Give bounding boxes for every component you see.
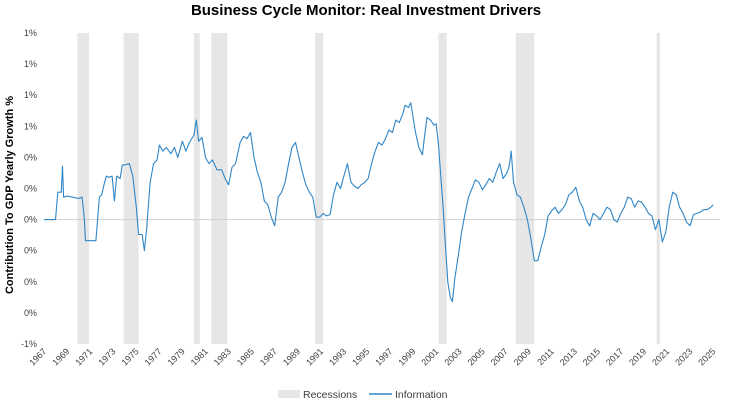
- x-tick-label-1999: 1999: [396, 346, 417, 367]
- x-tick-label-2005: 2005: [466, 346, 487, 367]
- y-tick-label-0: -1%: [21, 339, 37, 349]
- chart-title: Business Cycle Monitor: Real Investment …: [191, 2, 541, 19]
- recession-band-5: [438, 33, 447, 344]
- x-tick-label-1985: 1985: [235, 346, 256, 367]
- x-tick-label-1987: 1987: [258, 346, 279, 367]
- x-tick-label-1967: 1967: [27, 346, 48, 367]
- x-tick-label-1977: 1977: [143, 346, 164, 367]
- x-tick-label-1991: 1991: [304, 346, 325, 367]
- x-tick-label-2017: 2017: [604, 346, 625, 367]
- recession-band-3: [211, 33, 228, 344]
- legend: Recessions Information: [278, 389, 448, 401]
- y-tick-label-1: 0%: [24, 308, 37, 318]
- legend-label-information: Information: [395, 389, 448, 401]
- y-tick-label-7: 1%: [24, 121, 37, 131]
- legend-swatch-recessions: [278, 390, 300, 398]
- x-axis-ticks: 1967 1969 1971 1973 1975 1977 1979 1981 1983 1985…: [27, 346, 717, 367]
- x-tick-label-1969: 1969: [50, 346, 71, 367]
- x-tick-label-1981: 1981: [189, 346, 210, 367]
- recession-bands: [77, 33, 661, 344]
- y-tick-label-2: 0%: [24, 277, 37, 287]
- recession-band-6: [515, 33, 535, 344]
- y-tick-label-6: 0%: [24, 152, 37, 162]
- x-tick-label-1983: 1983: [212, 346, 233, 367]
- y-tick-label-10: 1%: [24, 28, 37, 38]
- y-axis-label: Contribution To GDP Yearly Growth %: [4, 96, 16, 294]
- y-tick-label-4: 0%: [24, 215, 37, 225]
- recession-band-7: [656, 33, 661, 344]
- x-tick-label-1997: 1997: [373, 346, 394, 367]
- y-tick-label-5: 0%: [24, 184, 37, 194]
- x-tick-label-1989: 1989: [281, 346, 302, 367]
- x-tick-label-1995: 1995: [350, 346, 371, 367]
- x-tick-label-1971: 1971: [73, 346, 94, 367]
- x-tick-label-2003: 2003: [442, 346, 463, 367]
- x-tick-label-2023: 2023: [673, 346, 694, 367]
- x-tick-label-2019: 2019: [627, 346, 648, 367]
- x-tick-label-1973: 1973: [96, 346, 117, 367]
- x-tick-label-2015: 2015: [581, 346, 602, 367]
- x-tick-label-1993: 1993: [327, 346, 348, 367]
- series-layer: [44, 102, 714, 303]
- y-tick-label-9: 1%: [24, 59, 37, 69]
- x-tick-label-2025: 2025: [696, 346, 717, 367]
- recession-band-0: [77, 33, 89, 344]
- legend-label-recessions: Recessions: [303, 389, 357, 401]
- x-tick-label-2011: 2011: [535, 346, 556, 367]
- recession-band-4: [315, 33, 324, 344]
- x-tick-label-2001: 2001: [419, 346, 440, 367]
- series-line-information: [44, 102, 714, 303]
- y-tick-label-8: 1%: [24, 90, 37, 100]
- x-tick-label-2021: 2021: [650, 346, 671, 367]
- recession-band-1: [123, 33, 139, 344]
- x-tick-label-1979: 1979: [166, 346, 187, 367]
- x-tick-label-1975: 1975: [119, 346, 140, 367]
- x-tick-label-2009: 2009: [512, 346, 533, 367]
- x-tick-label-2007: 2007: [489, 346, 510, 367]
- y-axis-ticks: -1% 0% 0% 0% 0% 0% 0% 1% 1% 1% 1%: [21, 28, 37, 349]
- recession-band-2: [193, 33, 200, 344]
- y-tick-label-3: 0%: [24, 246, 37, 256]
- x-tick-label-2013: 2013: [558, 346, 579, 367]
